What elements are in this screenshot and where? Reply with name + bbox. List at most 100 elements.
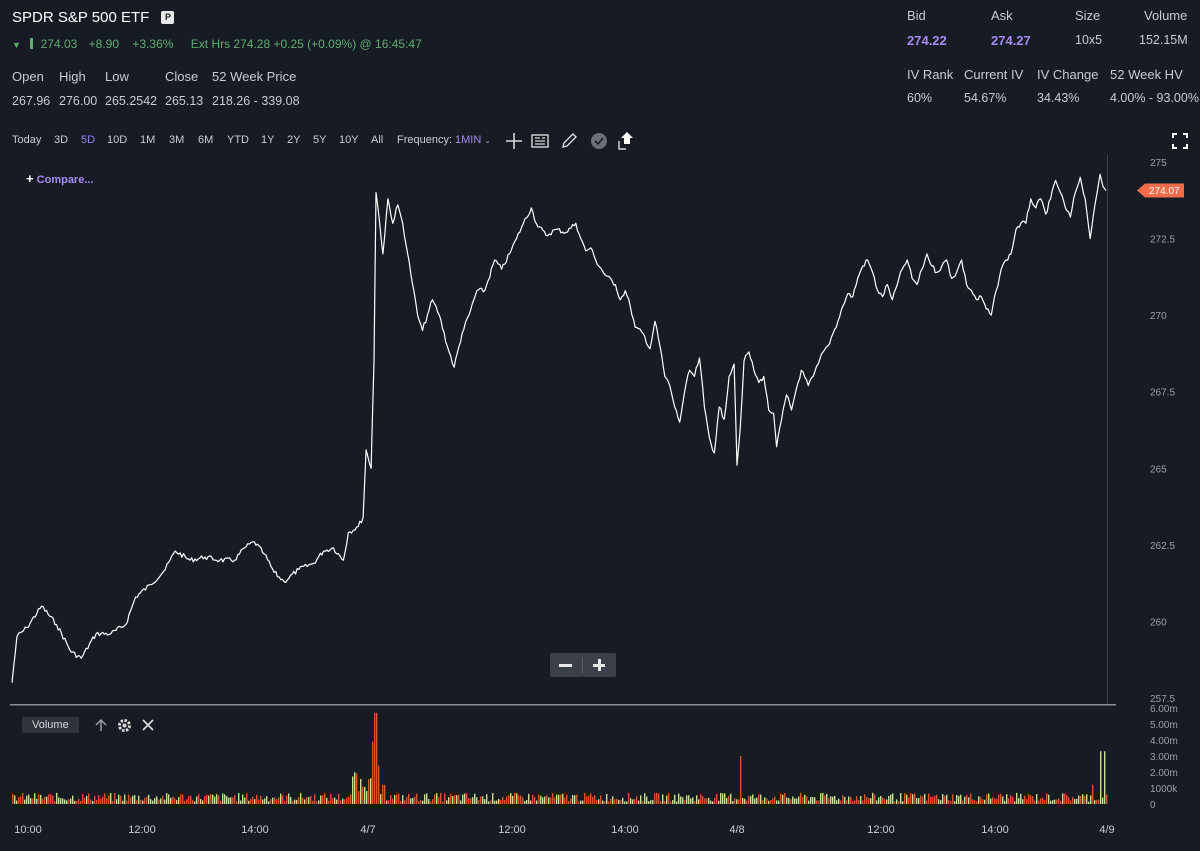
volume-bar	[988, 793, 990, 804]
range-1m[interactable]: 1M	[140, 134, 156, 146]
volume-bar	[620, 800, 622, 804]
volume-bar	[866, 797, 868, 804]
volume-bar	[1020, 793, 1022, 804]
volume-bar	[674, 794, 676, 804]
volume-bar	[328, 800, 330, 804]
volume-bar	[466, 793, 468, 804]
volume-bar	[952, 794, 954, 804]
volume-bar	[934, 795, 936, 804]
volume-tick-label: 1000k	[1150, 784, 1178, 795]
share-icon[interactable]	[616, 130, 636, 152]
vol-value-currentiv: 54.67%	[964, 91, 1007, 105]
volume-bar	[1058, 798, 1060, 804]
volume-bar	[666, 795, 668, 804]
volume-study-label[interactable]: Volume	[22, 717, 79, 733]
volume-bar	[716, 794, 718, 804]
volume-bar	[436, 793, 438, 804]
volume-bar	[528, 793, 530, 804]
volume-bar	[236, 801, 238, 804]
fullscreen-icon[interactable]	[1172, 133, 1188, 149]
volume-bar	[718, 800, 720, 804]
volume-bar	[532, 794, 534, 804]
gear-icon[interactable]	[117, 718, 132, 733]
range-ytd[interactable]: YTD	[227, 134, 249, 146]
volume-bar	[546, 795, 548, 804]
volume-bar	[724, 793, 726, 804]
volume-bar	[754, 798, 756, 804]
volume-bar	[188, 795, 190, 804]
volume-bar	[200, 799, 202, 804]
range-1y[interactable]: 1Y	[261, 134, 275, 146]
volume-bar	[574, 795, 576, 804]
range-5d[interactable]: 5D	[81, 134, 96, 146]
range-5y[interactable]: 5Y	[313, 134, 327, 146]
volume-bar	[728, 795, 730, 804]
volume-bar	[128, 794, 130, 804]
volume-bar	[800, 792, 802, 804]
volume-bar	[828, 798, 830, 804]
volume-bar	[992, 797, 994, 804]
volume-bar	[688, 795, 690, 804]
volume-bar	[396, 794, 398, 804]
news-icon[interactable]	[531, 133, 549, 149]
range-2y[interactable]: 2Y	[287, 134, 301, 146]
zoom-in-button[interactable]	[583, 653, 616, 677]
volume-bar	[212, 794, 214, 804]
arrow-up-icon[interactable]	[94, 718, 108, 732]
volume-bar	[508, 795, 510, 804]
crosshair-icon[interactable]	[505, 132, 523, 150]
volume-bar	[814, 797, 816, 804]
volume-bar	[462, 794, 464, 804]
volume-bar	[286, 795, 288, 804]
volume-bar	[492, 793, 494, 804]
zoom-out-button[interactable]	[550, 653, 582, 677]
range-10y[interactable]: 10Y	[339, 134, 359, 146]
vol-value-ivchange: 34.43%	[1037, 91, 1080, 105]
volume-bar	[368, 779, 370, 804]
events-icon[interactable]	[590, 132, 608, 150]
volume-bar	[888, 796, 890, 804]
volume-bar	[602, 800, 604, 804]
volume-bar	[384, 784, 386, 804]
exchange-badge: P	[161, 11, 175, 24]
volume-bar	[534, 797, 536, 804]
volume-bar	[984, 799, 986, 804]
volume-bar	[432, 799, 434, 804]
volume-bar	[106, 798, 108, 804]
stat-value-52wk: 218.26 - 339.08	[212, 94, 300, 108]
volume-bar	[452, 796, 454, 804]
time-tick-label: 12:00	[867, 824, 895, 836]
frequency-select[interactable]: 1MIN ⌄	[455, 134, 491, 146]
volume-bar	[882, 797, 884, 804]
volume-bar	[308, 797, 310, 804]
volume-bar	[776, 800, 778, 804]
volume-bar	[712, 801, 714, 804]
volume-bar	[362, 786, 364, 804]
volume-bar	[1068, 797, 1070, 804]
volume-bar	[374, 712, 376, 804]
pane-divider	[10, 704, 1116, 706]
volume-bar	[746, 800, 748, 804]
close-icon[interactable]	[142, 719, 154, 731]
pencil-icon[interactable]	[560, 132, 578, 150]
volume-bar	[306, 797, 308, 804]
compare-button[interactable]: + Compare...	[26, 171, 94, 186]
volume-bar	[20, 796, 22, 804]
volume-bar	[652, 799, 654, 804]
volume-bar	[844, 796, 846, 804]
range-all[interactable]: All	[371, 134, 384, 146]
volume-bar	[514, 792, 516, 804]
volume-bar	[644, 793, 646, 804]
range-today[interactable]: Today	[12, 134, 42, 146]
volume-bar	[122, 800, 124, 804]
volume-bar	[604, 801, 606, 804]
stat-value-close: 265.13	[165, 94, 204, 108]
range-10d[interactable]: 10D	[107, 134, 128, 146]
range-3d[interactable]: 3D	[54, 134, 69, 146]
volume-bar	[388, 800, 390, 804]
range-3m[interactable]: 3M	[169, 134, 185, 146]
volume-bar	[220, 800, 222, 804]
range-6m[interactable]: 6M	[198, 134, 214, 146]
chevron-down-icon[interactable]: ▼	[12, 40, 21, 50]
